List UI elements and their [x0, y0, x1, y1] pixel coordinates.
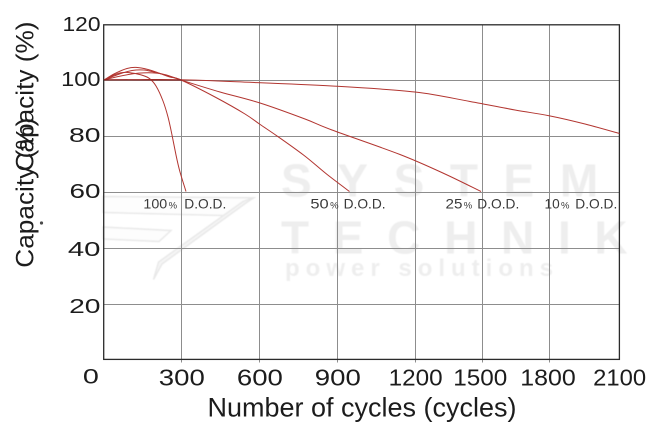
svg-text:2100: 2100 [593, 364, 646, 390]
svg-text:%: % [561, 201, 570, 212]
svg-text:25: 25 [446, 196, 463, 212]
svg-text:120: 120 [63, 14, 101, 36]
svg-text:20: 20 [69, 296, 100, 318]
svg-text:300: 300 [159, 364, 205, 390]
svg-text:Capacity (%): Capacity (%) [12, 22, 40, 172]
svg-text:1800: 1800 [520, 364, 576, 390]
svg-text:Number of cycles (cycles): Number of cycles (cycles) [208, 393, 517, 423]
svg-text:100: 100 [61, 69, 100, 91]
svg-text:TECHNIK: TECHNIK [281, 212, 651, 264]
svg-text:%: % [169, 201, 178, 212]
svg-text:%: % [464, 201, 473, 212]
svg-text:D.O.D.: D.O.D. [575, 196, 617, 212]
svg-text:D.O.D.: D.O.D. [184, 196, 226, 212]
svg-text:power solutions: power solutions [285, 255, 559, 282]
svg-text:Capacity (%): Capacity (%) [12, 118, 40, 268]
svg-text:900: 900 [315, 364, 361, 390]
svg-text:D.O.D.: D.O.D. [344, 196, 386, 212]
svg-text:D.O.D.: D.O.D. [477, 196, 519, 212]
svg-text:600: 600 [237, 364, 283, 390]
svg-text:10: 10 [545, 196, 560, 212]
svg-text:80: 80 [69, 125, 101, 147]
svg-text:40: 40 [68, 239, 101, 261]
svg-text:%: % [330, 201, 339, 212]
svg-text:100: 100 [143, 196, 167, 212]
svg-text:60: 60 [70, 181, 101, 203]
svg-text:SYSTEM: SYSTEM [281, 155, 624, 207]
svg-text:50: 50 [310, 196, 329, 212]
svg-text:0: 0 [83, 364, 99, 388]
svg-text:1200: 1200 [389, 364, 443, 390]
svg-text:1500: 1500 [453, 364, 507, 390]
